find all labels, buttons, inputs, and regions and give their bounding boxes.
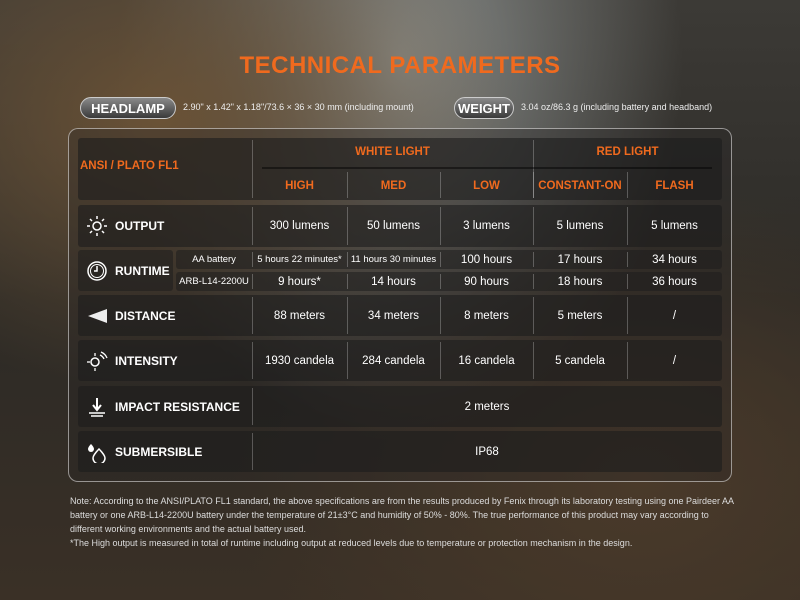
water-drops-icon [78,441,108,463]
row-label-submersible: SUBMERSIBLE [78,431,252,472]
group-red-light: RED LIGHT [596,146,659,158]
beam-icon [78,305,108,327]
table-row-output [78,205,722,247]
table-cell: 34 meters [367,309,420,322]
row-label-text: SUBMERSIBLE [115,444,203,459]
table-cell: 14 hours [371,275,416,288]
table-cell: 34 hours [652,253,697,266]
table-row-distance [78,295,722,336]
table-cell: / [672,354,677,367]
table-cell: 8 meters [464,309,509,322]
row-label-runtime: RUNTIME [78,250,173,291]
row-label-distance: DISTANCE [78,295,252,336]
sun-icon [78,215,108,237]
row-label-intensity: INTENSITY [78,340,252,381]
mode-header: FLASH [655,180,694,192]
table-cell: 5 candela [555,354,605,367]
table-cell: 5 lumens [651,220,698,232]
note-text: Note: According to the ANSI/PLATO FL1 st… [70,496,734,534]
table-cell: 18 hours [557,275,603,288]
table-header [78,138,722,200]
page-title: TECHNICAL PARAMETERS [239,52,561,79]
table-cell: 9 hours* [278,275,321,288]
row-label-output: OUTPUT [78,205,252,247]
table-row-impact [78,386,722,427]
table-cell: / [672,309,677,322]
note-asterisk: *The High output is measured in total of… [70,538,633,548]
table-row-submersible [78,431,722,472]
headlamp-label: HEADLAMP [80,97,176,119]
table-cell: 90 hours [464,275,509,288]
row-label-text: RUNTIME [115,263,170,278]
table-cell: 3 lumens [463,220,510,232]
table-cell: 50 lumens [366,220,421,232]
table-cell: 88 meters [273,309,326,322]
battery-type: ARB-L14-2200U [179,276,249,287]
table-cell: 36 hours [652,275,697,288]
table-row-intensity [78,340,722,381]
table-cell: 11 hours 30 minutes [350,254,437,265]
table-cell: 16 candela [458,354,515,367]
row-label-impact: IMPACT RESISTANCE [78,386,252,427]
intensity-icon [78,350,108,372]
mode-header: HIGH [285,180,314,192]
table-cell: 100 hours [460,253,513,266]
runtime-subrow [176,250,722,269]
weight-label: WEIGHT [454,97,514,119]
table-cell: IP68 [475,445,499,458]
table-cell: 5 meters [557,309,603,322]
group-white-light: WHITE LIGHT [355,146,430,158]
headlamp-dimensions: 2.90" x 1.42" x 1.18"/73.6 × 36 × 30 mm … [183,102,414,112]
standard-label: ANSI / PLATO FL1 [80,160,179,172]
battery-type: AA battery [192,254,236,265]
impact-icon [78,396,108,418]
weight-value: 3.04 oz/86.3 g (including battery and he… [521,102,713,112]
table-cell: 5 hours 22 minutes* [257,254,342,265]
mode-header: CONSTANT-ON [538,180,622,192]
clock-icon [78,260,108,282]
table-cell: 284 candela [362,354,425,367]
table-row-runtime [78,250,173,291]
table-cell: 17 hours [557,253,603,266]
row-label-text: OUTPUT [115,219,165,233]
runtime-subrow [176,272,722,291]
mode-header: LOW [473,180,500,192]
row-label-text: IMPACT RESISTANCE [115,399,240,414]
row-label-text: DISTANCE [115,308,176,323]
mode-header: MED [380,180,407,192]
footnote: Note: According to the ANSI/PLATO FL1 st… [70,494,735,550]
row-label-text: INTENSITY [115,353,178,368]
table-cell: 5 lumens [556,220,604,232]
table-cell: 1930 candela [264,354,335,367]
table-cell: 2 meters [464,400,510,413]
table-cell: 300 lumens [269,220,330,232]
